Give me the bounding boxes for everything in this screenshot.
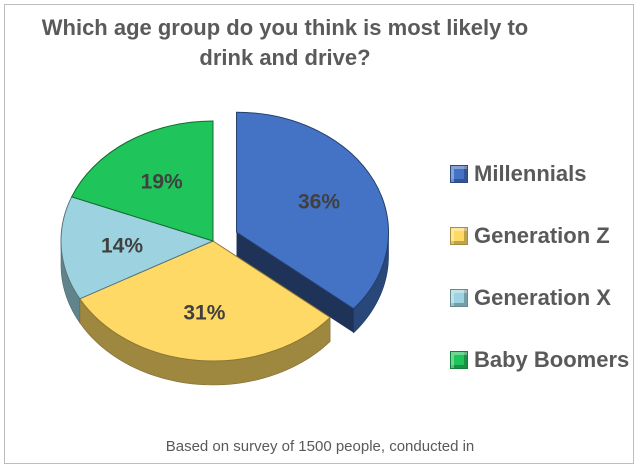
legend: Millennials Generation Z Generation X Ba… — [450, 143, 629, 391]
pie-slice-generation-x — [60, 196, 215, 300]
data-label-generation-x: 14% — [101, 235, 143, 258]
pie-chart: 36% 31% 14% 19% — [60, 111, 389, 386]
legend-swatch-baby-boomers — [450, 351, 468, 369]
legend-item-baby-boomers: Baby Boomers — [450, 329, 629, 391]
legend-label-generation-x: Generation X — [474, 285, 611, 310]
legend-item-generation-x: Generation X — [450, 267, 629, 329]
legend-label-millennials: Millennials — [474, 161, 587, 186]
legend-label-baby-boomers: Baby Boomers — [474, 347, 630, 372]
footnote: Based on survey of 1500 people, conducte… — [165, 438, 475, 455]
pie-slice-baby-boomers — [70, 120, 214, 242]
legend-item-millennials: Millennials — [450, 143, 629, 205]
legend-swatch-millennials — [450, 165, 468, 183]
chart-frame: Which age group do you think is most lik… — [4, 4, 634, 464]
legend-item-generation-z: Generation Z — [450, 205, 629, 267]
chart-title: Which age group do you think is most lik… — [41, 15, 529, 70]
pie-slice-generation-z — [79, 240, 331, 362]
legend-swatch-generation-x — [450, 289, 468, 307]
legend-swatch-generation-z — [450, 227, 468, 245]
pie-wall-millennials — [236, 232, 354, 333]
pie-slice-millennials — [236, 111, 389, 310]
legend-label-generation-z: Generation Z — [474, 223, 610, 248]
data-label-baby-boomers: 19% — [141, 171, 183, 194]
data-label-millennials: 36% — [298, 191, 340, 214]
data-label-generation-z: 31% — [183, 302, 225, 325]
